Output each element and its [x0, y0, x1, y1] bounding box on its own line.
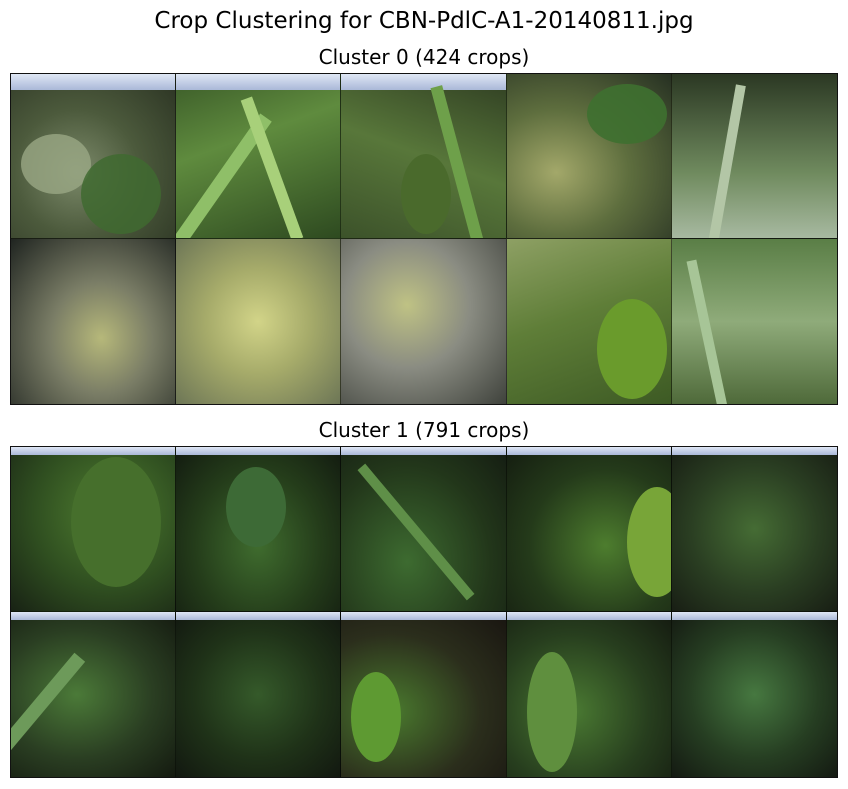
crop-image [341, 239, 507, 404]
crop-image [176, 447, 342, 612]
crop-image [506, 447, 672, 612]
figure-title: Crop Clustering for CBN-PdlC-A1-20140811… [154, 8, 694, 34]
crop-image [671, 74, 837, 239]
crop-image [11, 239, 177, 404]
crop-image [341, 447, 507, 612]
crop-image [176, 239, 342, 404]
crop-image [11, 612, 177, 777]
crop-image [506, 239, 672, 404]
cluster-1-grid [10, 446, 838, 778]
cluster-1-title: Cluster 1 (791 crops) [318, 418, 530, 442]
crop-image [341, 74, 507, 239]
crop-image [671, 447, 837, 612]
crop-image [176, 74, 342, 239]
crop-image [671, 612, 837, 777]
crop-image [176, 612, 342, 777]
crop-image [506, 612, 672, 777]
cluster-0-title: Cluster 0 (424 crops) [318, 45, 530, 69]
crop-image [11, 447, 177, 612]
crop-image [11, 74, 177, 239]
crop-image [341, 612, 507, 777]
crop-image [671, 239, 837, 404]
cluster-0-grid [10, 73, 838, 405]
crop-image [506, 74, 672, 239]
